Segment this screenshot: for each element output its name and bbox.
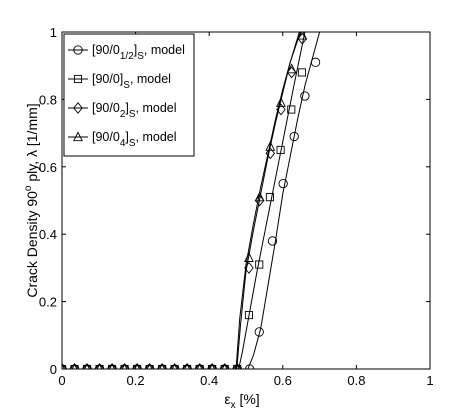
y-tick-label: 0 bbox=[50, 362, 57, 377]
data-point-triangle bbox=[244, 252, 254, 262]
data-point-square bbox=[297, 68, 306, 77]
data-point-diamond bbox=[232, 363, 242, 369]
data-point-diamond bbox=[169, 363, 180, 369]
legend-box bbox=[63, 33, 195, 157]
series-line-triangle bbox=[62, 32, 301, 369]
data-point-diamond bbox=[132, 363, 142, 369]
x-tick-label: 0.4 bbox=[200, 373, 218, 388]
series-line-circle bbox=[62, 32, 321, 369]
data-point-triangle bbox=[254, 191, 265, 202]
data-point-diamond bbox=[69, 363, 80, 369]
data-point-triangle bbox=[297, 32, 308, 40]
legend-entry-circle: [90/01/2]S, model bbox=[68, 43, 185, 62]
legend-entry-square: [90/0]S, model bbox=[68, 72, 171, 91]
legend-marker-diamond bbox=[73, 102, 83, 114]
legend: [90/01/2]S, model [90/0]S, model [90/02]S,… bbox=[63, 33, 195, 157]
data-point-diamond bbox=[82, 363, 92, 369]
legend-entry-triangle: [90/04]S, model bbox=[68, 130, 177, 149]
legend-marker-square bbox=[73, 74, 83, 84]
x-tick-label: 0 bbox=[58, 373, 65, 388]
data-point-diamond bbox=[194, 363, 205, 369]
legend-marker-circle bbox=[73, 45, 83, 55]
legend-label: [90/04]S, model bbox=[92, 130, 177, 149]
legend-entry-diamond: [90/02]S, model bbox=[68, 101, 177, 120]
data-point-diamond bbox=[107, 363, 117, 369]
data-point-circle bbox=[300, 91, 310, 101]
data-point-square bbox=[287, 105, 296, 114]
data-point-triangle bbox=[276, 97, 286, 107]
x-axis-label-unit: [%] bbox=[236, 391, 260, 407]
data-point-circle bbox=[254, 327, 264, 337]
legend-label: [90/01/2]S, model bbox=[92, 43, 185, 62]
y-axis-label-sup: o bbox=[23, 185, 34, 191]
x-tick-label: 0.8 bbox=[347, 373, 365, 388]
y-tick-label: 0.8 bbox=[39, 92, 57, 107]
data-point-circle bbox=[267, 236, 278, 246]
legend-marker-triangle bbox=[73, 131, 83, 142]
data-point-diamond bbox=[144, 363, 155, 369]
data-point-circle bbox=[278, 178, 288, 189]
x-tick-label: 0.2 bbox=[127, 373, 145, 388]
axes-frame bbox=[61, 31, 431, 370]
data-point-circle bbox=[289, 131, 299, 142]
data-point-diamond bbox=[119, 363, 130, 369]
data-point-diamond bbox=[157, 363, 167, 369]
x-axis-label-symbol: ε bbox=[224, 391, 230, 407]
y-axis-label: Crack Density 90o ply, λ [1/mm] bbox=[23, 103, 40, 297]
x-axis-label: εx [%] bbox=[224, 391, 259, 411]
data-point-diamond bbox=[182, 363, 192, 369]
y-tick-label: 1 bbox=[50, 25, 57, 40]
y-tick-label: 0.6 bbox=[39, 160, 57, 175]
x-tick-label: 0.6 bbox=[274, 373, 292, 388]
data-point-triangle bbox=[286, 63, 297, 74]
legend-label: [90/02]S, model bbox=[92, 101, 177, 120]
data-point-diamond bbox=[94, 363, 105, 369]
data-point-diamond bbox=[265, 147, 276, 160]
series-line-square bbox=[62, 32, 306, 369]
data-point-circle bbox=[310, 57, 321, 67]
data-point-square bbox=[244, 311, 253, 320]
data-point-diamond bbox=[219, 363, 230, 369]
data-point-square bbox=[276, 145, 285, 155]
data-point-square bbox=[255, 260, 264, 269]
y-axis-label-main: Crack Density 90 bbox=[24, 191, 40, 298]
data-point-square bbox=[265, 193, 274, 202]
y-axis-label-rest: ply, λ [1/mm] bbox=[24, 103, 40, 185]
y-tick-label: 0.2 bbox=[39, 295, 57, 310]
data-point-triangle bbox=[265, 140, 276, 151]
legend-label: [90/0]S, model bbox=[92, 72, 171, 91]
x-axis-label-sub: x bbox=[231, 400, 236, 411]
x-tick-label: 1 bbox=[426, 373, 433, 388]
data-point-diamond bbox=[62, 363, 67, 369]
y-tick-label: 0.4 bbox=[39, 227, 57, 242]
